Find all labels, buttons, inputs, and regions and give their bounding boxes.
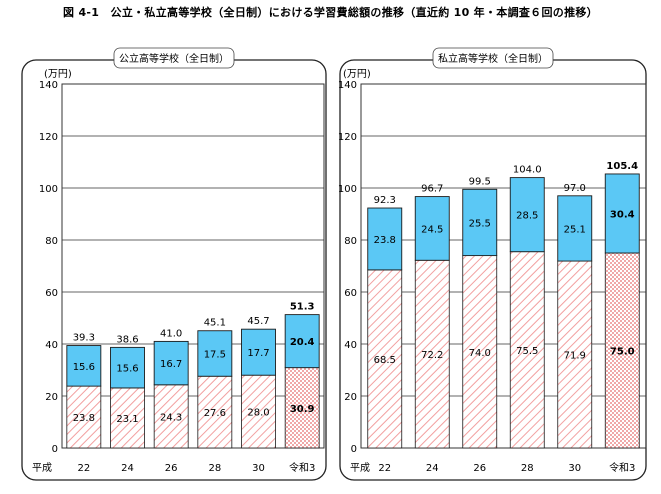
x-tick-label: 22 <box>378 463 391 474</box>
bar-label-top: 24.5 <box>421 224 443 235</box>
bar-total-label: 41.0 <box>160 328 182 339</box>
bar-label-bottom: 71.9 <box>564 351 586 362</box>
bar-label-bottom: 74.0 <box>469 348 491 359</box>
y-tick-label: 120 <box>39 132 58 143</box>
panel-caption-box <box>432 47 554 69</box>
bar-segment-top <box>462 188 498 257</box>
x-tick-label: 令和3 <box>609 461 635 474</box>
x-tick-label: 30 <box>568 463 581 474</box>
bar-label-bottom: 28.0 <box>247 408 269 419</box>
bar-segment-bottom <box>367 269 403 449</box>
bar-total-label: 99.5 <box>469 176 491 187</box>
bar-label-bottom: 75.5 <box>516 346 538 357</box>
bar-segment-top <box>414 196 450 261</box>
bar-segment-top <box>557 195 593 262</box>
bar-label-top: 28.5 <box>516 211 538 222</box>
bar-total-label: 92.3 <box>374 195 396 206</box>
panel-public <box>21 47 327 481</box>
bar-segment-top <box>604 173 640 254</box>
bar-label-bottom: 30.9 <box>290 404 315 415</box>
x-tick-label: 28 <box>521 463 534 474</box>
bar-total-label: 104.0 <box>513 165 542 176</box>
x-tick-label: 26 <box>473 463 486 474</box>
y-tick-label: 60 <box>344 288 357 299</box>
bar-segment-bottom <box>110 387 145 449</box>
bar-label-top: 17.7 <box>247 348 269 359</box>
x-tick-label: 令和3 <box>289 461 315 474</box>
figure-title: 図 4-1 公立・私立高等学校（全日制）における学習費総額の推移（直近約 10 … <box>63 6 598 19</box>
bar-label-top: 16.7 <box>160 359 182 370</box>
bar-label-bottom: 23.8 <box>73 413 95 424</box>
bar-segment-top <box>367 207 403 271</box>
bar-total-label: 96.7 <box>421 184 443 195</box>
bar-segment-bottom <box>509 251 545 449</box>
bar-segment-top <box>66 345 102 387</box>
bar-label-top: 25.5 <box>469 218 491 229</box>
bar-label-top: 30.4 <box>610 209 635 220</box>
x-tick-label: 28 <box>208 463 221 474</box>
bar-segment-bottom <box>241 374 276 449</box>
x-tick-label: 24 <box>426 463 439 474</box>
bar-segment-top <box>153 340 189 386</box>
x-tick-label: 22 <box>77 463 90 474</box>
y-axis-unit: (万円) <box>44 69 72 80</box>
x-tick-label: 26 <box>165 463 178 474</box>
y-tick-label: 0 <box>351 444 357 455</box>
bar-total-label: 97.0 <box>564 183 586 194</box>
plot-area <box>360 83 647 449</box>
y-tick-label: 100 <box>338 184 357 195</box>
y-tick-label: 140 <box>39 80 58 91</box>
bar-total-label: 105.4 <box>606 161 638 172</box>
plot-area <box>61 83 325 449</box>
bar-label-bottom: 75.0 <box>610 347 635 358</box>
bar-label-bottom: 23.1 <box>116 414 138 425</box>
bar-segment-bottom <box>557 260 593 449</box>
bar-segment-bottom <box>414 259 450 449</box>
bar-label-top: 20.4 <box>290 337 315 348</box>
bar-label-top: 25.1 <box>564 224 586 235</box>
bar-segment-bottom <box>66 385 102 449</box>
bar-total-label: 51.3 <box>290 302 315 313</box>
y-tick-label: 140 <box>338 80 357 91</box>
bar-label-bottom: 27.6 <box>204 408 226 419</box>
y-tick-label: 60 <box>45 288 58 299</box>
bar-label-bottom: 68.5 <box>374 355 396 366</box>
y-tick-label: 100 <box>39 184 58 195</box>
bar-total-label: 45.7 <box>247 316 269 327</box>
bar-segment-top <box>110 346 145 389</box>
y-tick-label: 80 <box>45 236 58 247</box>
x-tick-label: 30 <box>252 463 265 474</box>
bar-total-label: 45.1 <box>204 318 226 329</box>
bar-label-bottom: 24.3 <box>160 412 182 423</box>
bar-segment-top <box>284 314 320 369</box>
panel-title: 公立高等学校（全日制） <box>119 52 229 65</box>
bar-label-top: 15.6 <box>116 364 138 375</box>
bar-segment-bottom <box>153 384 189 449</box>
x-tick-label: 24 <box>121 463 134 474</box>
y-tick-label: 0 <box>52 444 58 455</box>
y-tick-label: 40 <box>344 340 357 351</box>
y-tick-label: 20 <box>45 392 58 403</box>
bar-label-top: 23.8 <box>374 235 396 246</box>
era-label: 平成 <box>350 462 370 474</box>
panel-caption-box <box>113 47 235 69</box>
bar-label-bottom: 72.2 <box>421 350 443 361</box>
bar-label-top: 17.5 <box>204 349 226 360</box>
bar-segment-top <box>197 330 233 377</box>
y-tick-label: 120 <box>338 132 357 143</box>
bar-segment-top <box>509 177 545 253</box>
y-tick-label: 40 <box>45 340 58 351</box>
bar-segment-top <box>241 328 276 376</box>
bar-label-top: 15.6 <box>73 362 95 373</box>
panel-private <box>339 47 647 481</box>
y-axis-unit: (万円) <box>343 69 371 80</box>
y-tick-label: 80 <box>344 236 357 247</box>
panel-title: 私立高等学校（全日制） <box>438 52 548 65</box>
y-tick-label: 20 <box>344 392 357 403</box>
era-label: 平成 <box>32 462 52 474</box>
bar-total-label: 39.3 <box>73 333 95 344</box>
bar-total-label: 38.6 <box>116 334 138 345</box>
bar-segment-bottom <box>462 255 498 449</box>
